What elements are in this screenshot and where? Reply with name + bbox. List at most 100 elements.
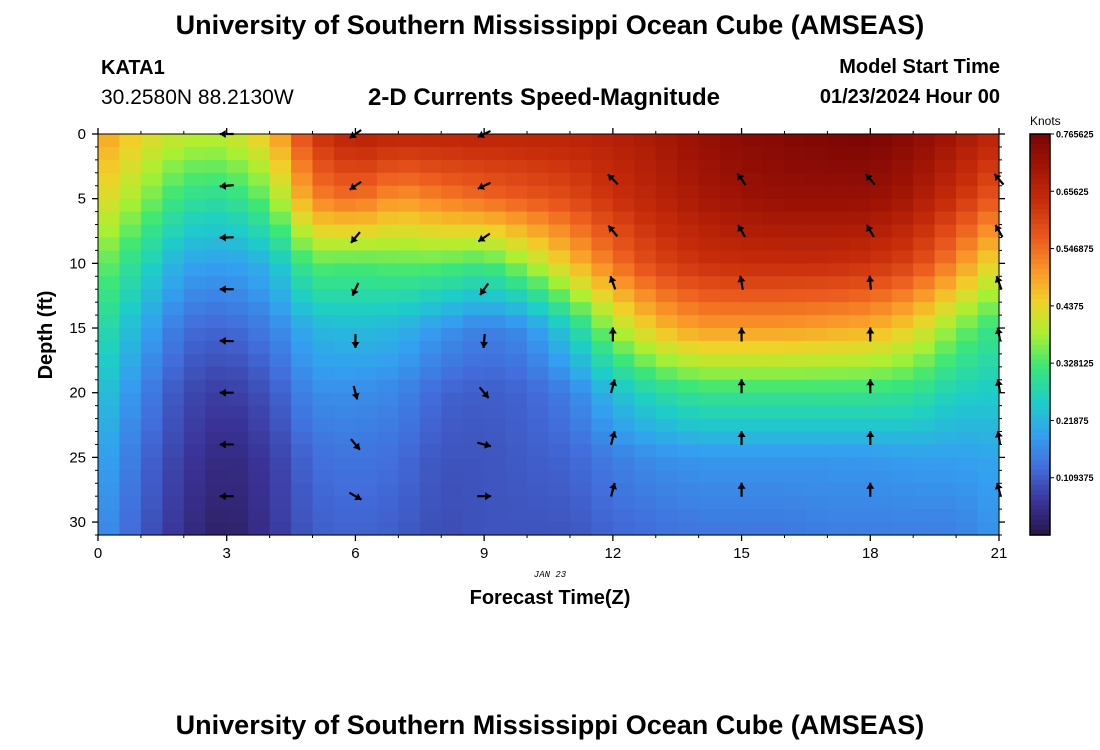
heatmap-cell bbox=[698, 198, 721, 213]
colorbar-segment bbox=[1030, 509, 1050, 516]
heatmap-cell bbox=[527, 496, 550, 510]
heatmap-cell bbox=[655, 134, 678, 148]
heatmap-cell bbox=[677, 470, 700, 484]
heatmap-cell bbox=[441, 250, 464, 264]
heatmap-cell bbox=[956, 392, 979, 407]
heatmap-cell bbox=[548, 134, 571, 148]
heatmap-cell bbox=[376, 522, 399, 536]
colorbar-segment bbox=[1030, 419, 1050, 426]
heatmap-cell bbox=[527, 172, 550, 187]
current-vector bbox=[608, 327, 617, 342]
colorbar-segment bbox=[1030, 189, 1050, 195]
heatmap-cell bbox=[269, 483, 292, 497]
heatmap-cell bbox=[634, 340, 657, 355]
heatmap-cell bbox=[913, 483, 936, 497]
heatmap-cell bbox=[591, 496, 614, 510]
heatmap-cell bbox=[934, 328, 957, 342]
heatmap-cell bbox=[805, 405, 828, 420]
current-vector bbox=[349, 180, 362, 191]
current-vector bbox=[607, 173, 619, 186]
heatmap-cell bbox=[183, 405, 206, 420]
heatmap-cell bbox=[333, 146, 357, 161]
vector-head bbox=[219, 233, 226, 242]
heatmap-cell bbox=[977, 159, 1000, 174]
heatmap-cell bbox=[312, 457, 335, 471]
heatmap-cell bbox=[98, 315, 121, 329]
heatmap-cell bbox=[763, 198, 786, 213]
heatmap-cell bbox=[312, 353, 335, 368]
heatmap-cell bbox=[98, 509, 121, 523]
heatmap-cell bbox=[655, 276, 678, 290]
heatmap-cell bbox=[291, 418, 314, 433]
heatmap-cell bbox=[355, 289, 378, 303]
heatmap-cell bbox=[634, 172, 657, 187]
heatmap-cell bbox=[226, 211, 249, 226]
heatmap-cell bbox=[805, 302, 828, 316]
heatmap-cell bbox=[376, 134, 399, 148]
heatmap-cell bbox=[355, 198, 378, 213]
heatmap-cell bbox=[784, 483, 807, 497]
heatmap-cell bbox=[612, 146, 635, 161]
heatmap-cell bbox=[569, 457, 592, 471]
heatmap-cell bbox=[612, 366, 635, 381]
heatmap-cell bbox=[591, 146, 614, 161]
heatmap-cell bbox=[162, 237, 185, 252]
heatmap-cell bbox=[162, 250, 185, 264]
heatmap-cell bbox=[677, 522, 700, 536]
heatmap-cell bbox=[548, 198, 571, 213]
heatmap-cell bbox=[333, 328, 357, 342]
heatmap-cell bbox=[569, 289, 592, 303]
heatmap-cell bbox=[548, 522, 571, 536]
heatmap-cell bbox=[355, 366, 378, 381]
heatmap-cell bbox=[291, 353, 314, 368]
heatmap-cell bbox=[419, 134, 442, 148]
heatmap-cell bbox=[763, 431, 786, 446]
colorbar-segment bbox=[1030, 159, 1050, 165]
heatmap-cell bbox=[720, 250, 743, 264]
heatmap-cell bbox=[291, 328, 314, 342]
heatmap-cell bbox=[248, 302, 271, 316]
heatmap-cell bbox=[269, 146, 292, 161]
colorbar-segment bbox=[1030, 384, 1050, 391]
colorbar-segment bbox=[1030, 294, 1050, 301]
heatmap-cell bbox=[484, 353, 507, 368]
heatmap-cell bbox=[956, 522, 979, 536]
heatmap-cell bbox=[162, 198, 185, 213]
heatmap-cell bbox=[419, 392, 442, 407]
colorbar-segment bbox=[1030, 424, 1050, 431]
heatmap-cell bbox=[848, 146, 871, 161]
heatmap-cell bbox=[956, 405, 979, 420]
heatmap-cell bbox=[484, 328, 507, 342]
heatmap-cell bbox=[805, 146, 828, 161]
heatmap-cell bbox=[548, 340, 571, 355]
heatmap-cell bbox=[934, 353, 957, 368]
heatmap-cell bbox=[848, 159, 871, 174]
heatmap-cell bbox=[655, 457, 678, 471]
heatmap-cell bbox=[312, 522, 335, 536]
heatmap-cell bbox=[720, 418, 743, 433]
heatmap-cell bbox=[977, 134, 1000, 148]
heatmap-cell bbox=[848, 418, 871, 433]
heatmap-cell bbox=[763, 379, 786, 394]
heatmap-cell bbox=[291, 496, 314, 510]
heatmap-cell bbox=[355, 263, 378, 277]
heatmap-cell bbox=[720, 302, 743, 316]
heatmap-cell bbox=[720, 224, 743, 239]
heatmap-cell bbox=[205, 211, 228, 226]
heatmap-cell bbox=[612, 237, 635, 252]
heatmap-cell bbox=[569, 134, 592, 148]
heatmap-cell bbox=[376, 392, 399, 407]
heatmap-cell bbox=[741, 198, 764, 213]
heatmap-cell bbox=[698, 315, 721, 329]
current-vector bbox=[994, 482, 1003, 497]
heatmap-cell bbox=[505, 328, 528, 342]
heatmap-cell bbox=[205, 392, 228, 407]
heatmap-cell bbox=[333, 250, 357, 264]
heatmap-cell bbox=[634, 444, 657, 458]
heatmap-cell bbox=[398, 379, 421, 394]
heatmap-cell bbox=[441, 366, 464, 381]
heatmap-cell bbox=[248, 418, 271, 433]
heatmap-cell bbox=[226, 405, 249, 420]
heatmap-cell bbox=[527, 211, 550, 226]
